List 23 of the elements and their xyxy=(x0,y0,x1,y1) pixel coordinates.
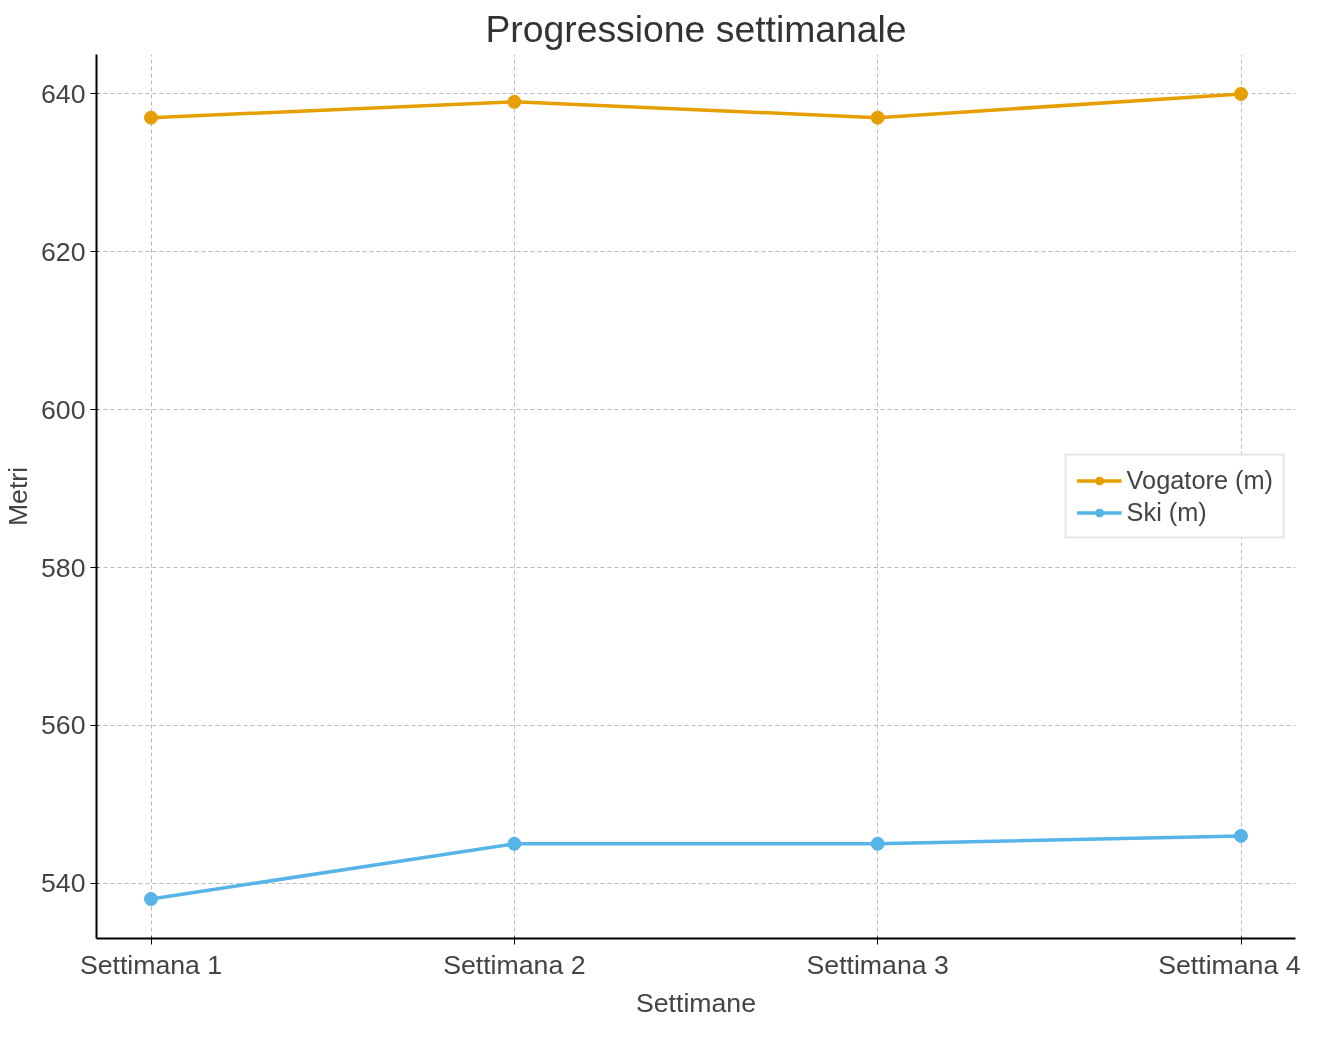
x-axis-title: Settimane xyxy=(635,987,757,1018)
point xyxy=(1234,828,1248,843)
x-tick-label: Settimana 4 xyxy=(1158,949,1301,980)
point xyxy=(870,836,885,851)
legend-label: Vogatore (m) xyxy=(1126,465,1273,495)
point xyxy=(507,94,522,109)
x-tick-label: Settimana 1 xyxy=(79,949,223,980)
point xyxy=(870,110,885,125)
y-tick-label: 560 xyxy=(41,710,86,741)
point xyxy=(507,836,522,851)
y-tick-label: 580 xyxy=(41,552,86,583)
point xyxy=(144,110,158,125)
legend-label: Ski (m) xyxy=(1126,497,1207,527)
y-tick-label: 620 xyxy=(41,236,86,267)
point xyxy=(1234,86,1248,101)
point xyxy=(144,892,158,907)
x-tick-label: Settimana 2 xyxy=(443,949,586,980)
y-tick-label: 640 xyxy=(41,78,86,109)
x-tick-label: Settimana 3 xyxy=(806,949,949,980)
y-tick-label: 540 xyxy=(41,868,86,899)
y-tick-label: 600 xyxy=(41,394,86,425)
chart-title: Progressione settimanale xyxy=(485,7,907,50)
y-axis-title: Metri xyxy=(3,466,34,527)
